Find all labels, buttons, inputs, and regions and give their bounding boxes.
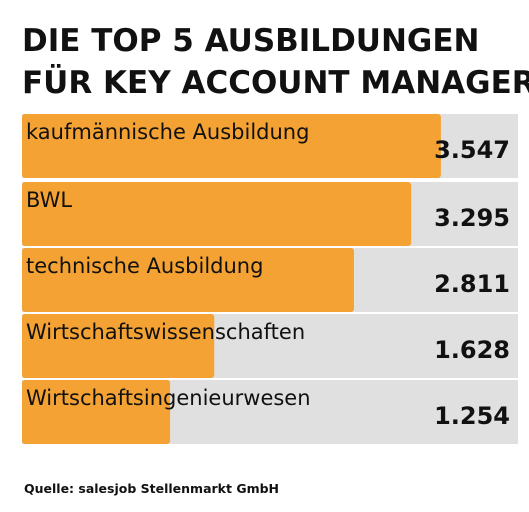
value-label: 3.295 bbox=[434, 204, 510, 232]
category-label: Wirtschaftswissenschaften bbox=[26, 320, 305, 344]
source-note: Quelle: salesjob Stellenmarkt GmbH bbox=[24, 481, 280, 496]
bar bbox=[22, 380, 171, 444]
value-label: 1.254 bbox=[434, 402, 510, 430]
bar bbox=[22, 182, 412, 246]
bar bbox=[22, 114, 441, 178]
bar bbox=[22, 314, 215, 378]
category-label: Wirtschaftsingenieurwesen bbox=[26, 386, 311, 410]
category-label: technische Ausbildung bbox=[26, 254, 263, 278]
title-line-2: FÜR KEY ACCOUNT MANAGER bbox=[22, 65, 529, 101]
title-line-1: DIE TOP 5 AUSBILDUNGEN bbox=[22, 23, 480, 59]
value-label: 3.547 bbox=[434, 136, 510, 164]
bar bbox=[22, 248, 354, 312]
value-label: 1.628 bbox=[434, 336, 510, 364]
category-label: BWL bbox=[26, 188, 72, 212]
category-label: kaufmännische Ausbildung bbox=[26, 120, 309, 144]
value-label: 2.811 bbox=[434, 270, 510, 298]
chart-title: DIE TOP 5 AUSBILDUNGEN FÜR KEY ACCOUNT M… bbox=[22, 20, 529, 104]
